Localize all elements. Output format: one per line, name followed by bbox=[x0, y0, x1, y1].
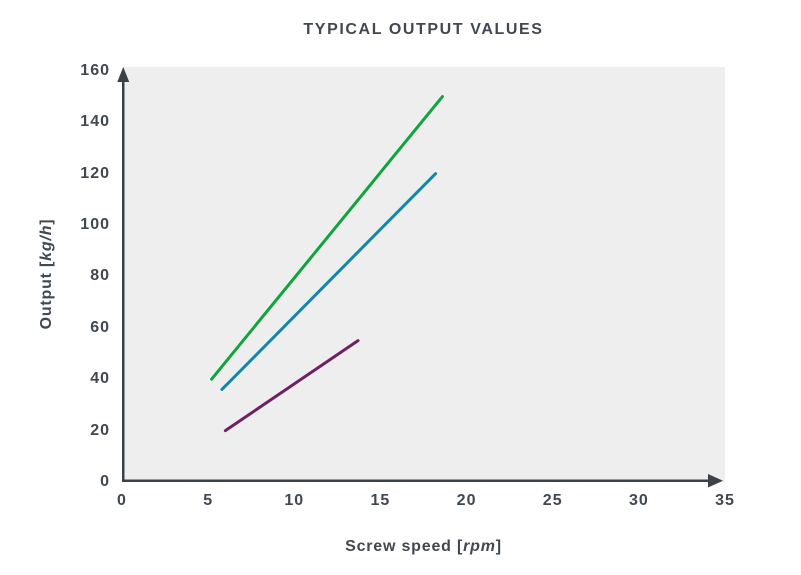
y-axis-unit: kg/h bbox=[38, 224, 55, 261]
y-axis-arrowhead-icon bbox=[117, 67, 130, 82]
x-axis-label-text: Screw speed [ bbox=[345, 538, 464, 555]
y-tick-label: 140 bbox=[80, 113, 110, 131]
y-axis-label-close: ] bbox=[38, 218, 55, 225]
plot-canvas bbox=[117, 67, 723, 488]
y-tick-label: 20 bbox=[90, 421, 110, 439]
x-tick-label: 5 bbox=[203, 492, 214, 509]
x-tick-label: 15 bbox=[370, 492, 391, 509]
x-tick-label: 35 bbox=[715, 492, 735, 509]
x-axis-title: Screw speed [rpm] bbox=[122, 538, 725, 556]
y-axis-label-text: Output [ bbox=[38, 260, 55, 330]
high-output-line bbox=[210, 95, 444, 381]
mid-output-line bbox=[220, 172, 438, 391]
x-tick-label: 20 bbox=[456, 492, 477, 509]
x-tick-label: 10 bbox=[284, 492, 305, 509]
x-tick-label: 0 bbox=[117, 492, 127, 509]
x-axis-label-close: ] bbox=[495, 538, 502, 555]
low-output-line bbox=[223, 339, 360, 433]
x-tick-label: 30 bbox=[628, 492, 649, 509]
chart-title: TYPICAL OUTPUT VALUES bbox=[303, 21, 544, 38]
y-tick-label: 80 bbox=[90, 267, 110, 285]
x-axis-unit: rpm bbox=[463, 538, 496, 555]
y-tick-label: 60 bbox=[90, 318, 110, 336]
x-axis-arrowhead-icon bbox=[708, 474, 723, 488]
y-axis-title: Output [kg/h] bbox=[38, 219, 56, 330]
y-tick-label: 40 bbox=[90, 370, 110, 388]
y-tick-label: 100 bbox=[80, 216, 110, 234]
plot-area bbox=[117, 67, 725, 488]
y-tick-label: 160 bbox=[80, 61, 110, 79]
y-tick-label: 0 bbox=[100, 473, 110, 490]
x-tick-label: 25 bbox=[542, 492, 563, 509]
y-tick-label: 120 bbox=[80, 164, 110, 182]
